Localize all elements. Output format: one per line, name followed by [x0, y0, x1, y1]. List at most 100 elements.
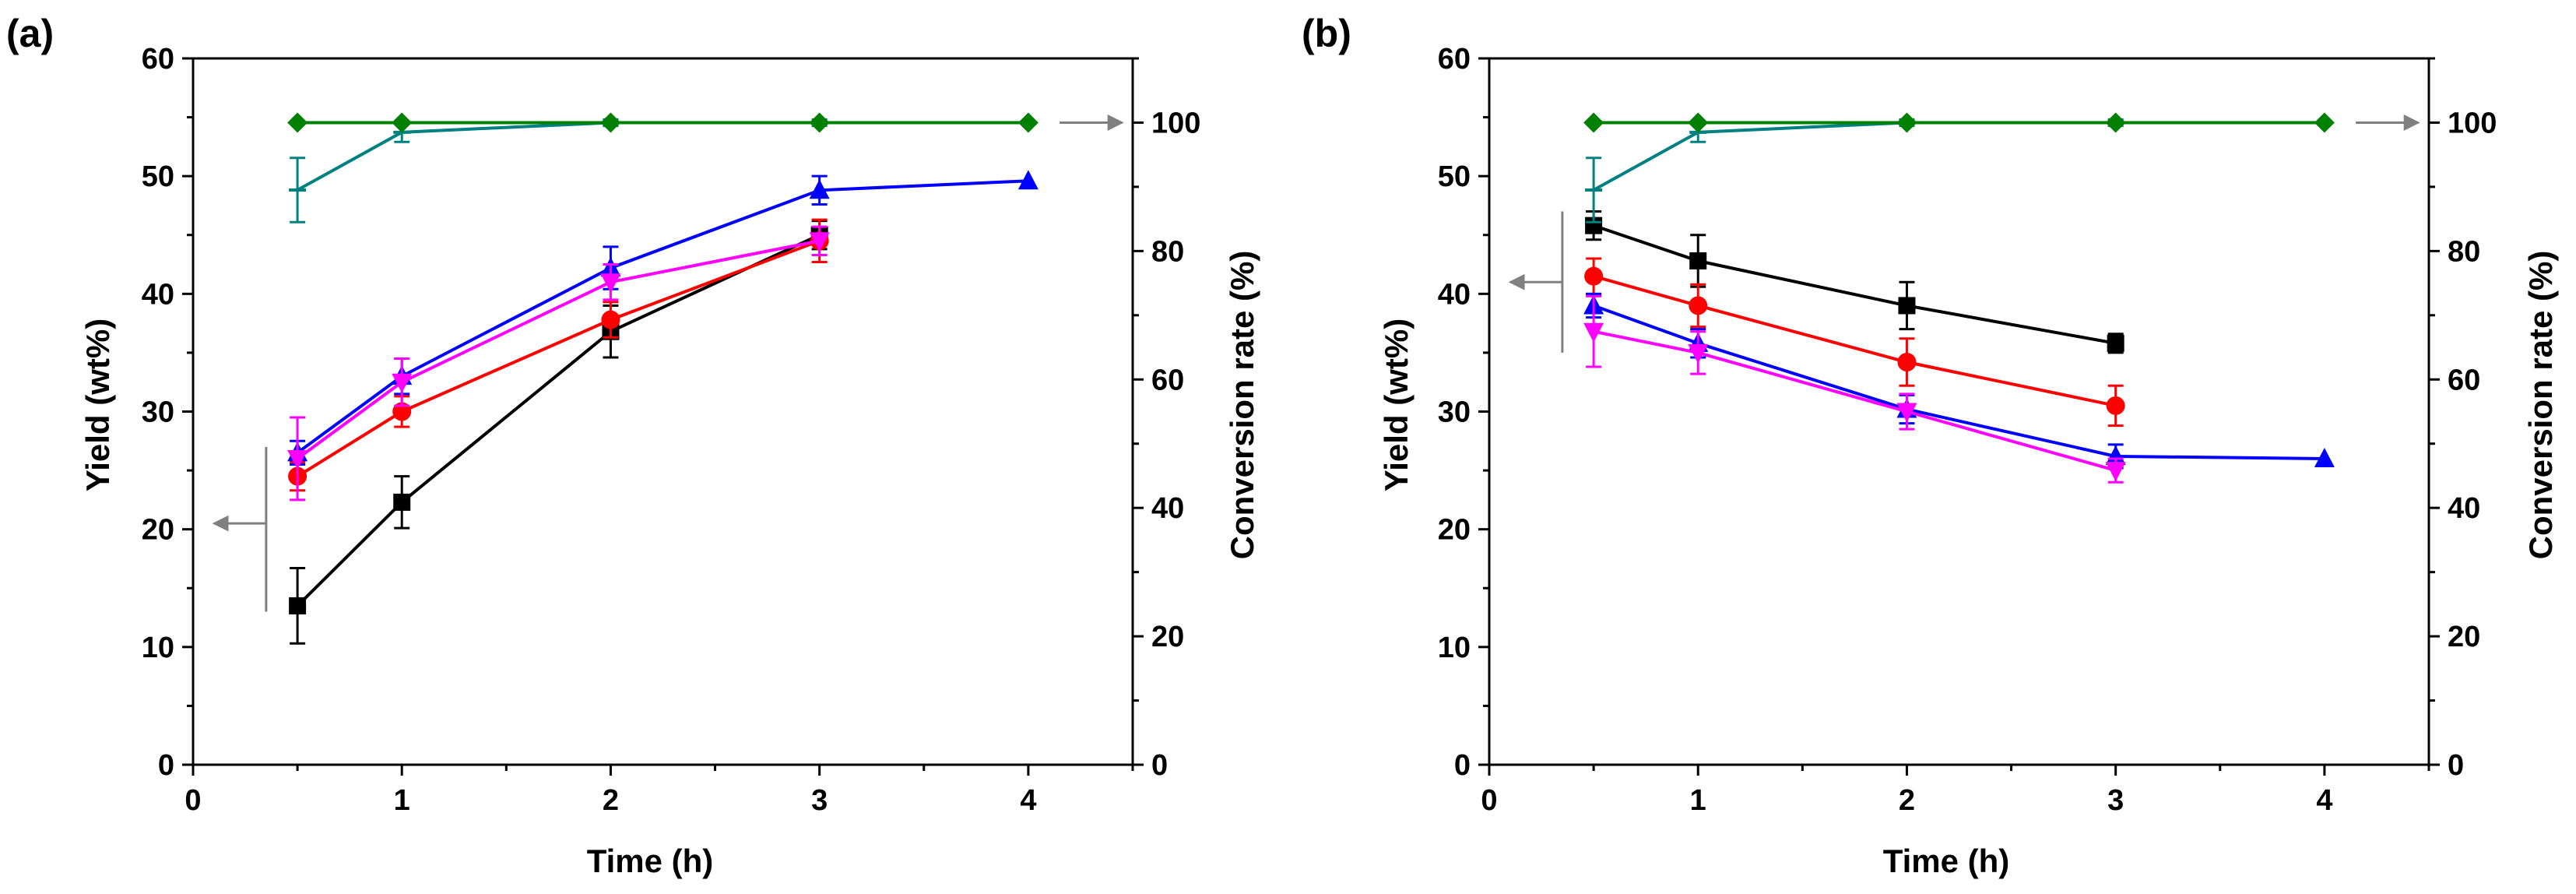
data-point-magenta — [1688, 343, 1709, 364]
series-blue — [1583, 292, 2335, 470]
data-point-black — [289, 597, 307, 614]
y2-tick-label: 20 — [2448, 621, 2480, 653]
data-point-black — [393, 493, 411, 511]
series-red — [1584, 257, 2125, 428]
series-magenta — [1583, 294, 2126, 484]
data-point-red — [601, 310, 620, 329]
y-tick-label: 10 — [142, 632, 174, 664]
series-line-teal — [1593, 121, 2116, 192]
data-point-magenta — [1583, 322, 1604, 343]
y-axis-title: Yield (wt%) — [79, 319, 116, 491]
y-axis-title: Yield (wt%) — [1378, 319, 1415, 491]
x-tick-label: 4 — [1020, 784, 1036, 817]
series-magenta — [287, 225, 830, 502]
data-point-magenta — [600, 273, 621, 294]
series-line-teal — [297, 121, 820, 192]
y2-tick-label: 60 — [2448, 364, 2480, 396]
data-point-green — [1896, 112, 1917, 133]
x-tick-label: 1 — [394, 784, 410, 817]
series-green — [1583, 112, 2335, 133]
data-point-green — [809, 112, 830, 133]
y-tick-label: 20 — [142, 514, 174, 547]
data-point-black — [1898, 297, 1916, 315]
data-point-red — [2106, 396, 2125, 415]
data-point-blue — [809, 179, 830, 199]
data-point-magenta — [2105, 462, 2126, 482]
series-black — [289, 220, 828, 645]
y-tick-label: 40 — [142, 278, 174, 311]
data-point-magenta — [1896, 403, 1917, 423]
y2-axis-title: Conversion rate (%) — [1224, 251, 1260, 560]
series-line-black — [296, 233, 821, 607]
data-point-red — [392, 402, 412, 421]
data-point-magenta — [809, 232, 830, 252]
data-point-blue — [2314, 447, 2335, 467]
data-point-blue — [2105, 445, 2126, 465]
panel-label: (b) — [1302, 12, 1351, 55]
y-tick-label: 30 — [1438, 396, 1471, 429]
y2-tick-label: 0 — [2448, 749, 2464, 782]
data-point-red — [1584, 266, 1604, 286]
y2-tick-label: 0 — [1151, 749, 1168, 782]
y-tick-label: 10 — [1438, 632, 1471, 664]
series-line-magenta — [1593, 329, 2117, 473]
y2-tick-label: 100 — [1151, 107, 1200, 139]
data-point-blue — [1017, 170, 1038, 190]
y-tick-label: 50 — [1438, 160, 1471, 193]
data-point-black — [1689, 252, 1707, 270]
data-point-green — [600, 112, 621, 133]
plot-frame — [192, 57, 1134, 766]
x-tick-label: 3 — [811, 784, 828, 817]
x-tick-label: 3 — [2107, 784, 2124, 817]
x-axis-title: Time (h) — [1883, 843, 2010, 879]
y2-tick-label: 40 — [1151, 492, 1184, 525]
data-point-green — [392, 112, 413, 133]
data-point-green — [287, 112, 308, 133]
x-tick-label: 4 — [2316, 784, 2332, 817]
data-point-black — [2107, 334, 2124, 352]
x-tick-label: 2 — [603, 784, 619, 817]
x-tick-label: 0 — [1481, 784, 1497, 817]
series-red — [288, 218, 829, 492]
data-point-magenta — [287, 449, 308, 470]
series-line-black — [1593, 224, 2117, 345]
data-point-green — [1017, 112, 1038, 133]
y-tick-label: 30 — [142, 396, 174, 429]
y-tick-label: 60 — [1438, 43, 1471, 76]
x-tick-label: 2 — [1899, 784, 1915, 817]
y-tick-label: 20 — [1438, 514, 1471, 547]
y2-tick-label: 60 — [1151, 364, 1184, 396]
y2-tick-label: 80 — [1151, 235, 1184, 268]
plot-frame — [1488, 57, 2430, 766]
y2-tick-label: 100 — [2448, 107, 2497, 139]
series-line-magenta — [296, 239, 821, 460]
data-point-red — [1689, 296, 1708, 315]
panel-label: (a) — [6, 12, 54, 55]
data-point-magenta — [392, 373, 413, 393]
data-point-green — [2105, 112, 2126, 133]
series-line-red — [1593, 274, 2117, 407]
y2-tick-label: 40 — [2448, 492, 2480, 525]
y2-axis-title: Conversion rate (%) — [2522, 251, 2559, 560]
series-teal — [1585, 118, 2124, 224]
series-teal — [289, 118, 828, 224]
y-tick-label: 50 — [142, 160, 174, 193]
series-line-red — [297, 239, 821, 478]
x-tick-label: 0 — [185, 784, 201, 817]
y-tick-label: 0 — [1454, 749, 1471, 782]
data-point-red — [1897, 353, 1917, 372]
series-green — [287, 112, 1038, 133]
y2-tick-label: 20 — [1151, 621, 1184, 653]
data-point-green — [2314, 112, 2335, 133]
y-tick-label: 60 — [142, 43, 174, 76]
y-tick-label: 0 — [158, 749, 174, 782]
y-tick-label: 40 — [1438, 278, 1471, 311]
y2-tick-label: 80 — [2448, 235, 2480, 268]
x-axis-title: Time (h) — [587, 843, 714, 879]
x-tick-label: 1 — [1690, 784, 1706, 817]
